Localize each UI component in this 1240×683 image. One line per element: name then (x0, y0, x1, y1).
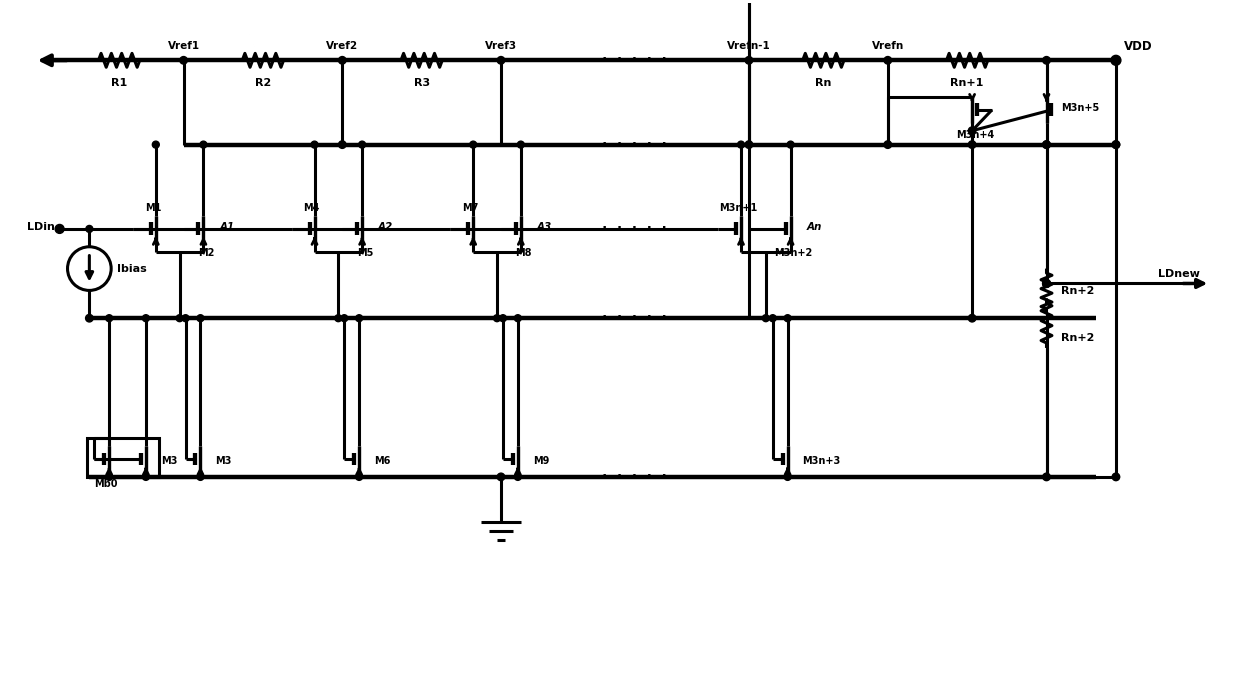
Text: An: An (806, 222, 822, 232)
Circle shape (182, 315, 188, 322)
Circle shape (341, 315, 347, 322)
Text: M4: M4 (304, 203, 320, 212)
Circle shape (335, 315, 342, 322)
Text: Vrefn: Vrefn (872, 42, 904, 51)
Circle shape (339, 141, 346, 148)
Circle shape (494, 315, 501, 322)
Circle shape (311, 141, 317, 148)
Circle shape (143, 473, 149, 480)
Text: R2: R2 (254, 78, 272, 88)
Circle shape (197, 473, 203, 480)
Circle shape (968, 127, 976, 135)
Text: VDD: VDD (1123, 40, 1152, 53)
Circle shape (763, 315, 769, 322)
Circle shape (339, 57, 346, 64)
Text: A3: A3 (537, 222, 552, 232)
Circle shape (769, 315, 776, 322)
Text: · · · · ·: · · · · · (601, 217, 668, 241)
Circle shape (105, 473, 113, 480)
Text: Vrefn-1: Vrefn-1 (727, 42, 771, 51)
Circle shape (884, 141, 892, 148)
Text: LDnew: LDnew (1158, 268, 1200, 279)
Text: M8: M8 (516, 248, 532, 257)
Circle shape (176, 315, 184, 322)
Circle shape (105, 315, 113, 322)
Text: M3n+1: M3n+1 (719, 203, 758, 212)
Text: · · · · ·: · · · · · (601, 465, 668, 489)
Text: M7: M7 (463, 203, 479, 212)
Circle shape (784, 315, 791, 322)
Text: · · · · ·: · · · · · (601, 48, 668, 72)
Text: Rn+2: Rn+2 (1061, 286, 1095, 296)
Text: M9: M9 (533, 456, 549, 466)
Circle shape (1043, 141, 1050, 148)
Text: M3: M3 (161, 456, 177, 466)
Text: Vref2: Vref2 (326, 42, 358, 51)
Circle shape (784, 473, 791, 480)
Text: M3n+5: M3n+5 (1061, 103, 1100, 113)
Bar (87, 438, 159, 477)
Text: M6: M6 (374, 456, 391, 466)
Text: M5: M5 (357, 248, 373, 257)
Text: M3: M3 (216, 456, 232, 466)
Text: M3n+3: M3n+3 (802, 456, 841, 466)
Text: LDin: LDin (27, 222, 55, 232)
Text: Ibias: Ibias (117, 264, 146, 274)
Text: M2: M2 (198, 248, 215, 257)
Text: Rn+2: Rn+2 (1061, 333, 1095, 343)
Text: Rn: Rn (815, 78, 832, 88)
Circle shape (356, 473, 362, 480)
Text: Vref1: Vref1 (167, 42, 200, 51)
Circle shape (500, 315, 506, 322)
Circle shape (497, 57, 505, 64)
Circle shape (1043, 141, 1050, 148)
Text: R1: R1 (112, 78, 128, 88)
Text: R3: R3 (414, 78, 430, 88)
Circle shape (143, 315, 149, 322)
Circle shape (197, 315, 203, 322)
Circle shape (470, 141, 476, 148)
Text: M3n+4: M3n+4 (956, 130, 994, 140)
Text: · · · · ·: · · · · · (601, 306, 668, 330)
Circle shape (180, 57, 187, 64)
Circle shape (1112, 141, 1120, 148)
Circle shape (1043, 280, 1050, 288)
Circle shape (356, 315, 362, 322)
Circle shape (515, 473, 521, 480)
Circle shape (1043, 473, 1050, 481)
Circle shape (86, 225, 93, 232)
Text: Mb0: Mb0 (94, 479, 118, 489)
Circle shape (358, 141, 366, 148)
Circle shape (1043, 280, 1050, 288)
Circle shape (1112, 141, 1120, 148)
Circle shape (1112, 473, 1120, 481)
Circle shape (153, 141, 159, 148)
Circle shape (86, 314, 93, 322)
Circle shape (1043, 57, 1050, 64)
Text: A1: A1 (219, 222, 234, 232)
Circle shape (884, 57, 892, 64)
Circle shape (787, 141, 794, 148)
Circle shape (1043, 279, 1050, 288)
Circle shape (497, 473, 505, 481)
Text: A2: A2 (378, 222, 393, 232)
Text: M1: M1 (145, 203, 161, 212)
Circle shape (515, 315, 521, 322)
Circle shape (968, 141, 976, 148)
Circle shape (745, 141, 753, 148)
Circle shape (200, 141, 207, 148)
Circle shape (517, 141, 525, 148)
Circle shape (1111, 55, 1121, 66)
Circle shape (745, 57, 753, 64)
Text: · · · · ·: · · · · · (601, 133, 668, 156)
Circle shape (738, 141, 744, 148)
Circle shape (968, 314, 976, 322)
Text: Vref3: Vref3 (485, 42, 517, 51)
Text: Rn+1: Rn+1 (951, 78, 983, 88)
Text: M3n+2: M3n+2 (775, 248, 812, 257)
Circle shape (55, 225, 64, 234)
